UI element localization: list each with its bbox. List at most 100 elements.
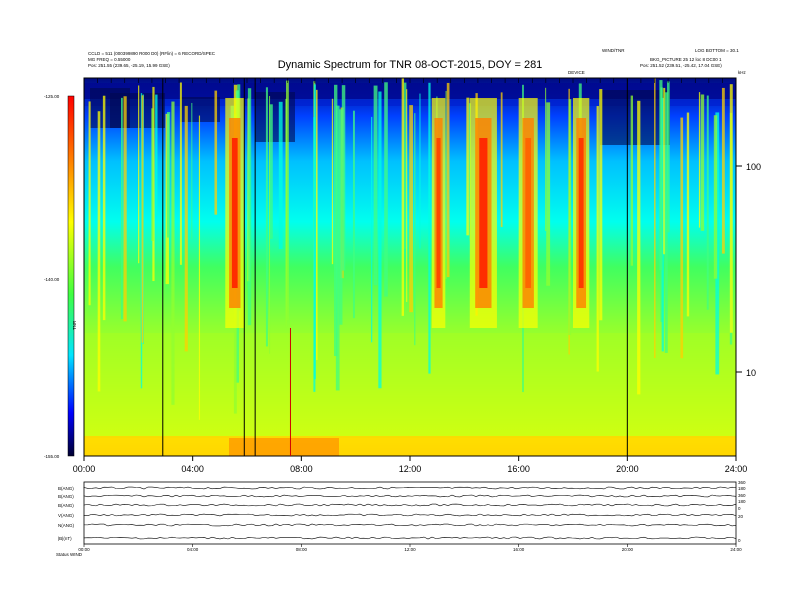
streak: [155, 94, 158, 217]
x-tick-label: 20:00: [616, 464, 639, 474]
meta-right-3: BKG_PICTURE 25 12 loc 8 DC00 1: [650, 57, 722, 62]
lower-row-label: B(ANG): [58, 494, 74, 499]
streak: [700, 94, 705, 231]
streak: [378, 91, 382, 389]
streak: [373, 85, 378, 286]
streak: [123, 96, 127, 322]
streak: [339, 109, 343, 325]
streak: [97, 111, 101, 392]
lower-right-label: 0: [738, 538, 741, 543]
streak: [568, 99, 572, 336]
lower-row-label: B(ANG): [58, 503, 74, 508]
lower-x-tick-label: 20:00: [622, 547, 634, 552]
streak: [414, 113, 416, 346]
streak: [179, 82, 182, 265]
streak: [278, 101, 283, 250]
streak: [729, 84, 733, 333]
streak: [121, 97, 123, 320]
burst-peak: [231, 138, 238, 288]
lower-trace: [83, 503, 737, 507]
x-tick-label: 00:00: [73, 464, 96, 474]
colorbar-tick-bottom: -155.00: [44, 454, 60, 459]
streak: [637, 100, 641, 395]
x-tick-label: 04:00: [181, 464, 204, 474]
streak: [630, 95, 634, 266]
colorbar-tick-mid: -140.00: [44, 277, 60, 282]
streak: [428, 82, 431, 374]
streak: [663, 87, 666, 255]
meta-left-3: Pos: 251.55 (239.65, -25.19, 15.99 GSE): [88, 63, 170, 68]
streak: [214, 90, 218, 215]
streak: [313, 117, 316, 392]
streak: [88, 101, 91, 306]
streak: [166, 112, 171, 238]
lower-trace: [83, 486, 737, 490]
streak: [384, 82, 388, 297]
meta-left-1: CCLD = 511 (000399890 R000 D0) (RFlin) =…: [88, 51, 216, 56]
lower-panel-x-ticks: 00:00 04:00 08:00 12:00 16:00 20:00 24:00: [78, 544, 742, 552]
streak: [151, 108, 154, 241]
streak: [706, 95, 709, 310]
streak: [721, 87, 725, 254]
x-tick-label: 08:00: [290, 464, 313, 474]
burst-peak: [479, 138, 488, 288]
right-tick-label-100: 100: [746, 162, 761, 172]
lower-x-tick-label: 16:00: [513, 547, 525, 552]
streak: [265, 87, 268, 347]
streak: [715, 112, 720, 375]
streak: [445, 90, 447, 279]
streak: [198, 115, 201, 420]
lower-trace: [83, 523, 737, 527]
streak: [596, 106, 599, 372]
streak: [138, 85, 140, 264]
streak: [659, 80, 663, 271]
right-axis-unit: kHz: [738, 70, 746, 75]
streak: [141, 95, 144, 343]
streak: [661, 97, 664, 352]
streak: [664, 92, 668, 353]
streak: [466, 97, 470, 236]
streak: [247, 88, 252, 326]
meta-left-2: MG FREQ = 0.55000: [88, 57, 131, 62]
lower-right-label: 0: [738, 506, 741, 511]
meta-right-2: LOG BOTTOM = 30.1: [695, 48, 739, 53]
streak: [446, 82, 450, 278]
streak: [666, 81, 670, 233]
lower-x-tick-label: 08:00: [296, 547, 308, 552]
lower-row-label: N(ANG): [58, 523, 74, 528]
x-axis-ticks: 00:00 04:00 08:00 12:00 16:00 20:00 24:00: [73, 456, 748, 474]
streak: [599, 89, 603, 321]
dark-patch-3: [600, 90, 670, 145]
streak: [654, 78, 656, 359]
x-tick-label: 12:00: [399, 464, 422, 474]
time-markers: [162, 78, 628, 456]
streak: [331, 98, 334, 265]
streak: [171, 101, 175, 405]
x-tick-label: 16:00: [507, 464, 530, 474]
streak: [371, 116, 373, 343]
lower-trace: [83, 536, 737, 540]
streak: [191, 102, 193, 240]
lower-right-label: 20: [738, 514, 744, 519]
burst-peak: [525, 138, 532, 288]
streak: [680, 117, 684, 359]
lower-x-tick-label: 24:00: [730, 547, 742, 552]
lower-right-label: 360: [738, 480, 746, 485]
top-minor-ticks: [83, 78, 737, 83]
lower-panel-traces: [83, 486, 737, 540]
meta-right-5: DEVICE: [568, 70, 585, 75]
lower-trace: [83, 494, 737, 498]
dark-patch-2: [255, 92, 295, 142]
streak: [500, 92, 503, 228]
streak: [545, 87, 547, 232]
streak: [401, 78, 405, 316]
streak: [403, 82, 407, 249]
x-tick-label: 24:00: [725, 464, 748, 474]
streak: [686, 112, 690, 317]
lower-row-label: |B|(nT): [58, 536, 72, 541]
colorbar-tick-top: -125.00: [44, 94, 60, 99]
lower-panel-frame: [83, 481, 737, 545]
colorbar-label: TNR: [72, 320, 77, 330]
footer-status-label: Status WIND: [56, 552, 83, 557]
